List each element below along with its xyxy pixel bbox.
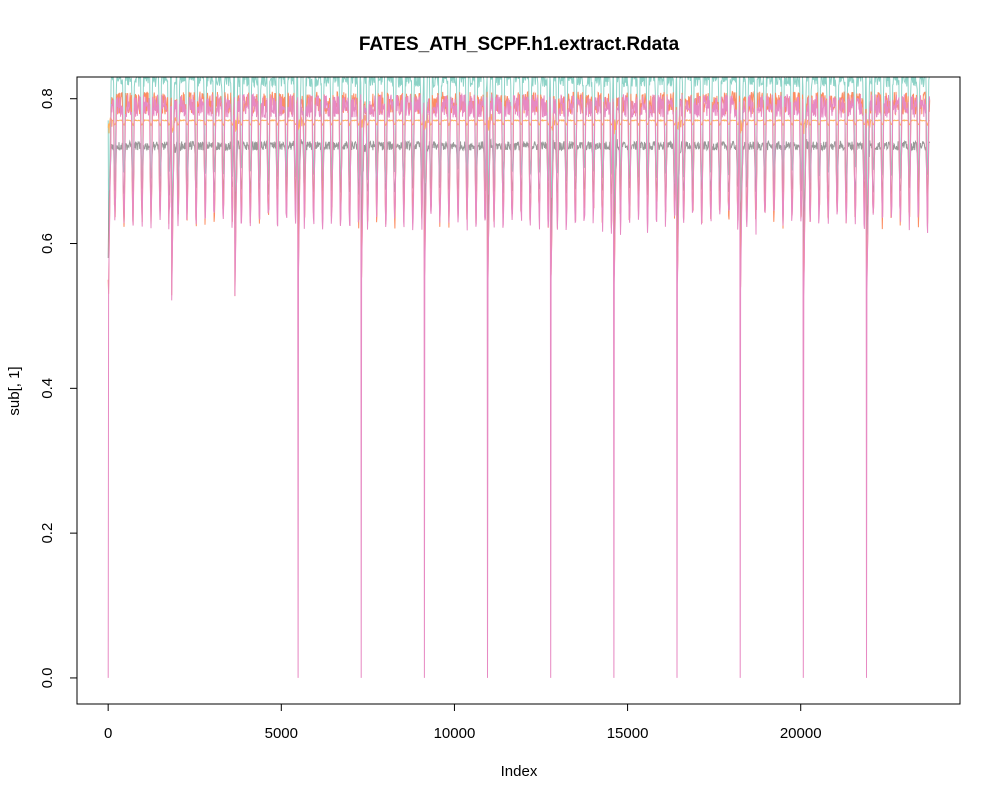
y-tick-label: 0.8 xyxy=(39,88,56,109)
chart-title: FATES_ATH_SCPF.h1.extract.Rdata xyxy=(359,34,680,55)
y-tick-label: 0.4 xyxy=(39,378,56,399)
x-tick-label: 5000 xyxy=(265,725,298,742)
x-tick-label: 10000 xyxy=(434,725,476,742)
x-tick-label: 20000 xyxy=(780,725,822,742)
series-layer xyxy=(107,77,931,678)
x-tick-label: 0 xyxy=(104,725,112,742)
x-axis: 0 5000 10000 15000 20000 xyxy=(104,703,822,742)
y-tick-label: 0.0 xyxy=(39,668,56,689)
y-tick-label: 0.6 xyxy=(39,233,56,254)
x-axis-label: Index xyxy=(501,763,538,780)
series-line xyxy=(107,92,931,678)
y-axis-label: sub[, 1] xyxy=(6,366,23,415)
y-axis: 0.0 0.2 0.4 0.6 0.8 xyxy=(39,88,78,689)
y-tick-label: 0.2 xyxy=(39,523,56,544)
x-tick-label: 15000 xyxy=(607,725,649,742)
